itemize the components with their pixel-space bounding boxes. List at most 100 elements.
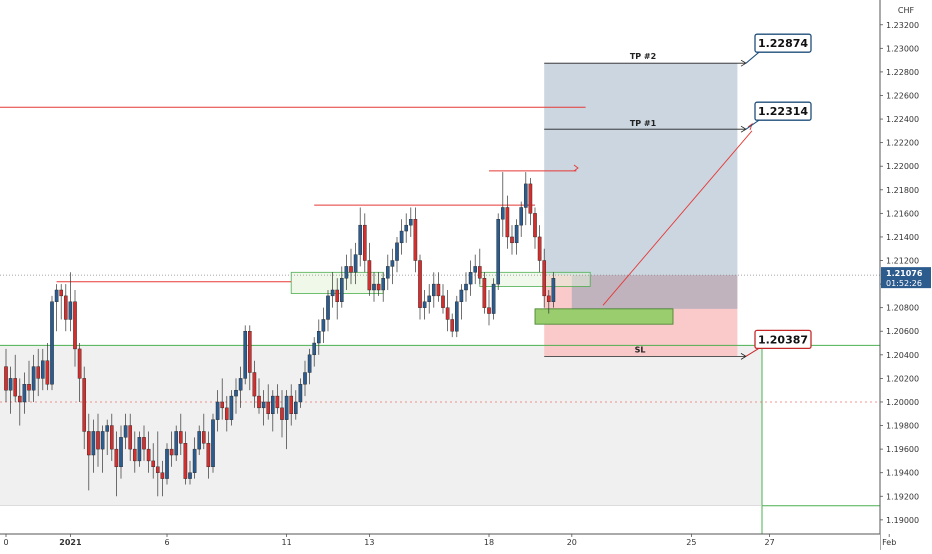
candle-body-down [128, 425, 133, 450]
candle-body-up [174, 431, 179, 456]
tp2-callout-label-pointer [745, 51, 760, 64]
candle [358, 207, 363, 267]
candle-body-up [40, 360, 45, 379]
candle-body-down [436, 283, 441, 297]
time-axis[interactable]: 020216111318202527Feb3 [0, 533, 932, 550]
candle-body-up [500, 207, 505, 220]
candle [270, 390, 275, 432]
candle-body-down [362, 224, 367, 261]
price-tick-label: 1.19600 [886, 445, 919, 454]
price-tick-label: 1.19200 [886, 492, 919, 501]
candle-body-down [178, 431, 183, 444]
candle [229, 390, 234, 426]
tp1-text: TP #1 [630, 119, 657, 128]
candle-body-up [238, 378, 243, 391]
candle [353, 242, 358, 285]
candle-body-up [303, 372, 307, 385]
candle-body-down [445, 307, 450, 320]
candle-body-up [192, 448, 197, 473]
candle [376, 272, 381, 296]
time-tick-label: Feb [882, 538, 896, 547]
candle-body-up [353, 254, 358, 273]
candle [45, 343, 50, 391]
ray-arrowhead [573, 164, 579, 172]
candle-body-up [119, 437, 123, 468]
candle-body-down [528, 183, 533, 214]
tp1-callout-label: 1.22314 [758, 105, 808, 118]
candle [169, 431, 174, 467]
candle [73, 289, 77, 367]
candle [22, 372, 27, 414]
candle [59, 284, 64, 320]
currency-label: CHF [898, 6, 915, 15]
candle [82, 366, 87, 450]
lines-layer [0, 106, 880, 534]
candle [372, 272, 376, 302]
price-tick-label: 1.20800 [886, 304, 919, 313]
candle [261, 390, 266, 426]
candle [27, 360, 31, 402]
candle-body-up [496, 219, 501, 285]
candle [528, 178, 533, 226]
candle [266, 384, 271, 420]
candle-body-down [266, 401, 271, 414]
candle-body-up [326, 295, 330, 320]
candle [293, 390, 298, 420]
candle-body-down [533, 213, 537, 238]
price-tick-label: 1.22000 [886, 162, 919, 171]
candle-body-up [105, 425, 110, 432]
candle-body-up [321, 319, 326, 332]
candle [537, 225, 542, 273]
candle-body-up [197, 431, 202, 450]
candle-body-up [243, 331, 248, 379]
candle-body-down [280, 407, 284, 420]
time-tick-label: 2021 [59, 538, 82, 547]
candle [68, 272, 73, 332]
candle-body-up [68, 301, 73, 320]
candle-body-down [82, 378, 87, 432]
candle [408, 207, 413, 237]
candle-body-up [399, 230, 404, 244]
price-tick-label: 1.22400 [886, 115, 919, 124]
candle-body-up [427, 295, 432, 302]
candle-body-down [132, 448, 137, 462]
candle [399, 219, 404, 255]
candle-body-down [160, 472, 165, 479]
candle [385, 254, 390, 290]
tp2-text: TP #2 [630, 52, 656, 61]
candle [4, 348, 8, 402]
time-tick-label: 11 [282, 538, 292, 547]
candle [551, 272, 556, 308]
candle [243, 325, 248, 385]
candle [50, 295, 54, 391]
candle-body-down [482, 277, 487, 308]
projection-arrowhead [747, 122, 753, 131]
candle-body-down [289, 395, 294, 414]
price-tick-label: 1.21600 [886, 209, 919, 218]
candle-body-up [514, 224, 519, 244]
candle [307, 348, 312, 385]
candles-layer [4, 172, 556, 497]
candle-body-down [542, 260, 547, 297]
candle-body-down [537, 236, 542, 261]
price-tick-label: 1.22800 [886, 68, 919, 77]
candle-body-up [339, 277, 344, 302]
candle-body-up [8, 378, 13, 391]
candle-body-up [390, 260, 395, 267]
price-tick-label: 1.19400 [886, 469, 919, 478]
candle [174, 425, 179, 461]
candle [335, 278, 340, 320]
candle-body-down [546, 295, 551, 302]
candle [500, 172, 505, 237]
candle-body-up [358, 224, 363, 255]
candle [123, 413, 128, 450]
candle [132, 431, 137, 473]
price-axis[interactable]: CHF 1.23200 1.23000 1.22800 1.22600 1.22400 1.… [879, 0, 932, 550]
tp2-callout-label-box [754, 33, 812, 53]
candle [445, 289, 450, 332]
candle [362, 213, 367, 273]
time-tick-label: 0 [3, 538, 8, 547]
time-tick-label: 18 [484, 538, 494, 547]
